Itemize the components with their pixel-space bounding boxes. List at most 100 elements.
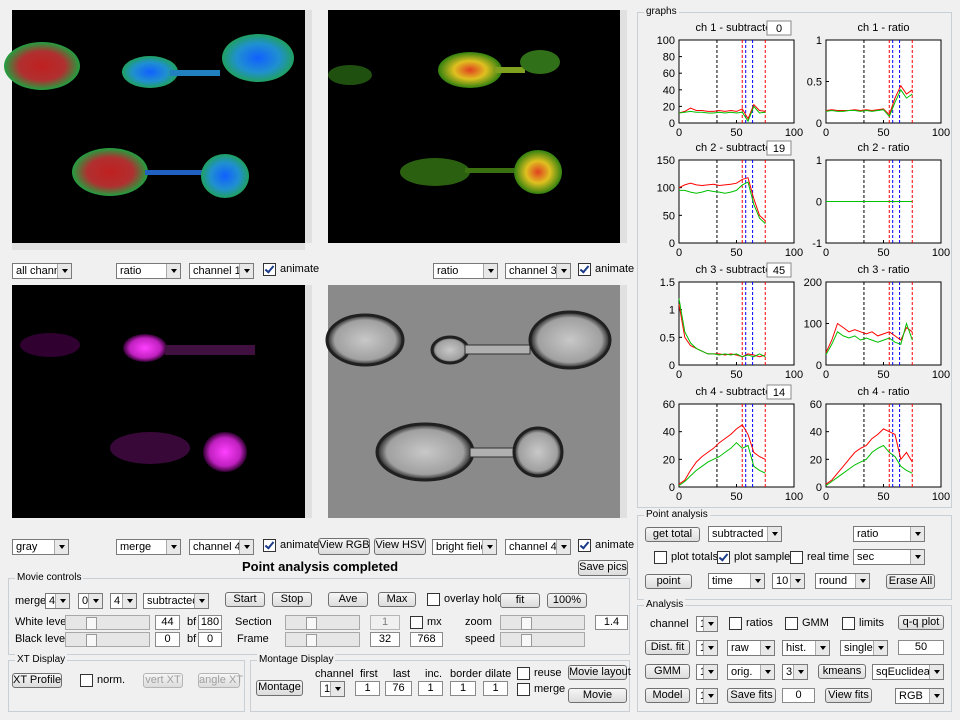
button[interactable]: Ave <box>328 592 368 607</box>
checkbox[interactable]: animate <box>578 539 634 553</box>
checkbox[interactable]: merge <box>517 683 565 697</box>
dropdown[interactable]: sec <box>853 549 925 565</box>
dropdown[interactable]: 10 <box>772 573 805 589</box>
button[interactable]: Montage <box>256 680 303 696</box>
checkbox[interactable]: overlay hold <box>427 593 503 607</box>
checkbox[interactable]: ratios <box>729 617 773 631</box>
group-title: graphs <box>644 6 679 18</box>
dropdown[interactable]: merge <box>116 539 181 555</box>
button[interactable]: 100% <box>547 593 587 608</box>
dropdown[interactable]: channel 4 <box>505 539 571 555</box>
text-input[interactable]: 1 <box>418 681 443 696</box>
button[interactable]: View RGB <box>318 538 370 555</box>
button[interactable]: Erase All <box>886 574 935 589</box>
button[interactable]: Save pics <box>578 560 628 576</box>
dropdown[interactable]: channel 4 <box>189 539 254 555</box>
text-input[interactable]: 1 <box>355 681 380 696</box>
button[interactable]: get total <box>645 527 700 542</box>
dropdown[interactable]: round <box>815 573 870 589</box>
dropdown[interactable]: 0 <box>78 593 103 609</box>
checkbox[interactable]: real time <box>790 551 849 565</box>
dropdown[interactable]: ratio <box>433 263 498 279</box>
dropdown[interactable]: all channels <box>12 263 72 279</box>
dropdown[interactable]: hist. <box>782 640 830 656</box>
group-box: Point analysis <box>637 509 952 600</box>
slider[interactable] <box>65 632 150 647</box>
dropdown[interactable]: 1 <box>696 664 718 680</box>
slider[interactable] <box>65 615 150 630</box>
dropdown[interactable]: 1 <box>696 616 718 632</box>
text-input[interactable]: 50 <box>898 640 944 655</box>
y-tick-label: 0 <box>816 482 822 494</box>
button[interactable]: Dist. fit <box>645 640 690 655</box>
button[interactable]: Movie layout <box>568 665 631 680</box>
checkbox[interactable]: animate <box>263 263 319 277</box>
slider[interactable] <box>500 615 585 630</box>
label: last <box>393 668 411 680</box>
button[interactable]: Movie <box>568 688 627 703</box>
button[interactable]: View HSV <box>374 538 426 555</box>
checkbox[interactable]: reuse <box>517 667 562 681</box>
button[interactable]: XT Profile <box>12 673 62 688</box>
dropdown[interactable]: subtracted <box>708 526 782 542</box>
text-input[interactable]: 0 <box>155 632 180 647</box>
checkbox[interactable]: norm. <box>80 674 125 688</box>
text-input[interactable]: 44 <box>155 615 180 630</box>
text-input[interactable]: 1 <box>450 681 476 696</box>
dropdown[interactable]: sqEuclidean <box>872 664 944 680</box>
text-input[interactable]: 768 <box>410 632 443 647</box>
y-tick-label: 60 <box>810 399 822 411</box>
button[interactable]: Save fits <box>727 688 776 703</box>
x-tick-label: 50 <box>730 369 742 381</box>
text-input[interactable]: 1 <box>483 681 508 696</box>
dropdown[interactable]: 3 <box>782 664 808 680</box>
button[interactable]: fit <box>500 593 540 608</box>
slider[interactable] <box>285 632 360 647</box>
dropdown[interactable]: 4 <box>110 593 137 609</box>
slider[interactable] <box>285 615 360 630</box>
checkbox[interactable]: GMM <box>785 617 829 631</box>
checkbox[interactable]: mx <box>410 616 442 630</box>
checkbox[interactable]: plot sample <box>717 551 790 565</box>
dropdown[interactable]: bright field <box>432 539 497 555</box>
button[interactable]: Max <box>378 592 416 607</box>
dropdown[interactable]: channel 3 <box>505 263 571 279</box>
dropdown[interactable]: subtracted <box>143 593 209 609</box>
dropdown[interactable]: raw <box>727 640 775 656</box>
dropdown[interactable]: 1 <box>320 681 345 697</box>
plot-title: ch 4 - ratio <box>858 386 910 398</box>
dropdown[interactable]: RGB <box>895 688 944 704</box>
dropdown[interactable]: orig. <box>727 664 775 680</box>
dropdown[interactable]: channel 1 <box>189 263 254 279</box>
checkbox[interactable]: animate <box>578 263 634 277</box>
dropdown[interactable]: ratio <box>853 526 925 542</box>
checkbox[interactable]: limits <box>842 617 884 631</box>
dropdown[interactable]: gray <box>12 539 69 555</box>
x-tick-label: 50 <box>877 369 889 381</box>
dropdown[interactable]: single <box>840 640 888 656</box>
checkbox[interactable]: animate <box>263 539 319 553</box>
x-tick-label: 0 <box>676 491 682 503</box>
text-input[interactable]: 32 <box>370 632 400 647</box>
button[interactable]: Stop <box>272 592 312 607</box>
dropdown[interactable]: 4 <box>45 593 70 609</box>
button[interactable]: GMM <box>645 664 690 679</box>
text-input[interactable]: 0 <box>198 632 222 647</box>
plot-area <box>678 39 795 124</box>
text-input[interactable]: 1.4 <box>595 615 628 630</box>
slider[interactable] <box>500 632 585 647</box>
text-input[interactable]: 180 <box>198 615 222 630</box>
text-input[interactable]: 76 <box>385 681 412 696</box>
checkbox[interactable]: plot totals <box>654 551 718 565</box>
button[interactable]: kmeans <box>818 664 866 679</box>
button[interactable]: View fits <box>825 688 872 703</box>
button[interactable]: point <box>645 574 692 589</box>
dropdown[interactable]: 1 <box>696 688 718 704</box>
button[interactable]: q-q plot <box>898 615 944 630</box>
button[interactable]: Start <box>225 592 265 607</box>
dropdown[interactable]: ratio <box>116 263 181 279</box>
dropdown[interactable]: time <box>708 573 765 589</box>
text-input[interactable]: 0 <box>782 688 815 703</box>
dropdown[interactable]: 1 <box>696 640 718 656</box>
button[interactable]: Model <box>645 688 690 703</box>
